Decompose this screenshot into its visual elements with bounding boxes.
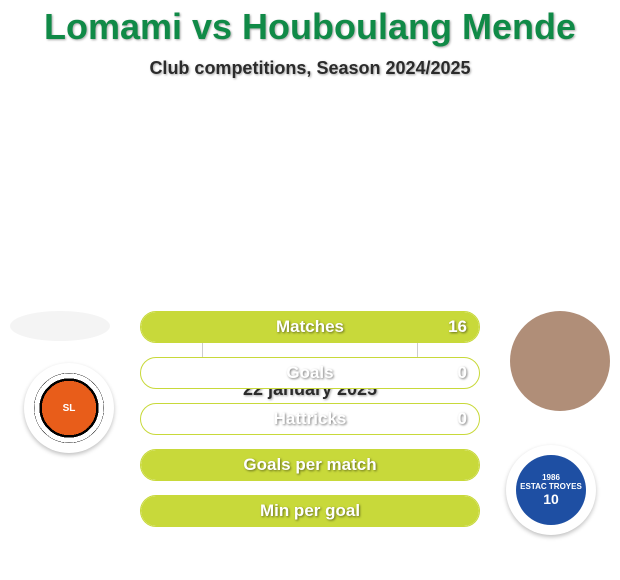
subtitle: Club competitions, Season 2024/2025 [0,58,620,79]
bar-label: Goals per match [141,450,479,480]
club-badge-left-inner: SL [34,373,104,443]
comparison-panel: SL 1986 ESTAC TROYES 10 Matches16Goals0H… [0,311,620,400]
player-right-club-badge: 1986 ESTAC TROYES 10 [506,445,596,535]
player-right-photo [510,311,610,411]
club-badge-left-text: SL [63,403,76,414]
title-left: Lomami [44,6,182,47]
comparison-bar-row: Goals0 [140,357,480,389]
bar-label: Min per goal [141,496,479,526]
bar-value-right: 0 [446,358,479,388]
comparison-bars: Matches16Goals0Hattricks0Goals per match… [140,311,480,541]
comparison-bar-row: Hattricks0 [140,403,480,435]
bar-value-right: 16 [436,312,479,342]
bar-label: Hattricks [141,404,479,434]
club-badge-right-inner: 1986 ESTAC TROYES 10 [516,455,586,525]
comparison-bar-row: Matches16 [140,311,480,343]
comparison-bar-row: Min per goal [140,495,480,527]
club-badge-right-year: 1986 [542,473,560,482]
bar-label: Goals [141,358,479,388]
player-left-photo [10,311,110,341]
title-vs: vs [182,6,242,47]
comparison-bar-row: Goals per match [140,449,480,481]
title-right: Houboulang Mende [242,6,576,47]
bar-label: Matches [141,312,479,342]
club-badge-right-text: 10 [543,491,559,507]
club-badge-right-name: ESTAC TROYES [520,482,582,491]
bar-value-right: 0 [446,404,479,434]
page-title: Lomami vs Houboulang Mende [0,0,620,48]
player-left-club-badge: SL [24,363,114,453]
